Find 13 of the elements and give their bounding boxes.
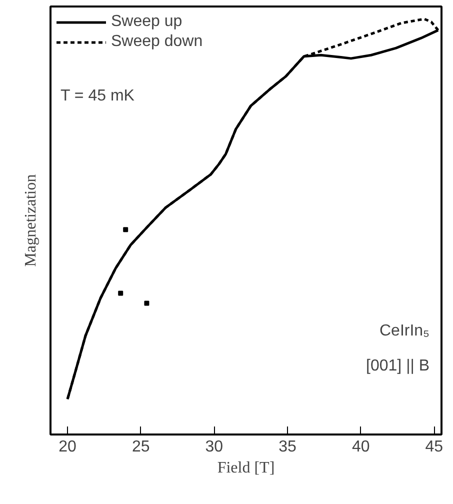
y-axis-title: Magnetization <box>22 174 40 267</box>
legend-label: Sweep down <box>111 33 203 51</box>
annotation: CeIrIn₅ <box>379 322 430 340</box>
annotation: [001] || B <box>366 358 430 374</box>
x-tick-label: 35 <box>278 438 297 456</box>
legend-label: Sweep up <box>111 13 182 31</box>
annotation: T = 45 mK <box>60 88 135 104</box>
x-tick-label: 40 <box>352 438 370 456</box>
x-tick-label: 20 <box>58 438 77 456</box>
x-tick-label: 30 <box>205 438 224 456</box>
x-axis-title: Field [T] <box>217 460 275 476</box>
x-tick-label: 25 <box>132 438 150 456</box>
x-tick-label: 45 <box>425 438 444 456</box>
